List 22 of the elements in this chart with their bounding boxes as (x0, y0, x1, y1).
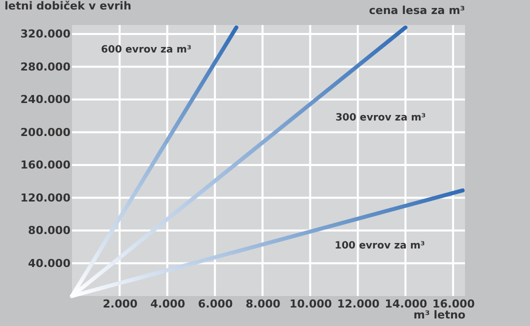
y-tick-label: 80.000 (28, 224, 71, 237)
x-tick-label: 10.000 (289, 298, 332, 310)
y-tick-label: 240.000 (20, 93, 71, 106)
x-tick-label: 16.000 (432, 298, 476, 310)
x-tick-label: 4.000 (150, 298, 186, 310)
series-label: 100 evrov za m³ (334, 240, 425, 252)
y-tick-label: 280.000 (20, 60, 71, 74)
x-axis-title: m³ letno (414, 308, 466, 322)
y-tick-label: 40.000 (28, 256, 71, 270)
y-tick-label: 320.000 (20, 28, 71, 41)
y-tick-label: 160.000 (20, 158, 71, 172)
y-tick-label: 120.000 (20, 191, 71, 204)
x-tick-label: 8.000 (246, 298, 281, 310)
y-axis-title: letni dobiček v evrih (4, 0, 132, 12)
x-tick-label: 2.000 (102, 298, 138, 310)
text: 600 evrov za m³ (101, 44, 192, 56)
y-tick-label: 200.000 (20, 126, 71, 139)
x-tick-label: 14.000 (384, 298, 428, 310)
text: 300 evrov za m³ (335, 112, 426, 124)
x-tick-label: 6.000 (198, 298, 234, 310)
x-tick-label: 12.000 (337, 298, 380, 310)
legend-title: cena lesa za m³ (368, 4, 466, 17)
